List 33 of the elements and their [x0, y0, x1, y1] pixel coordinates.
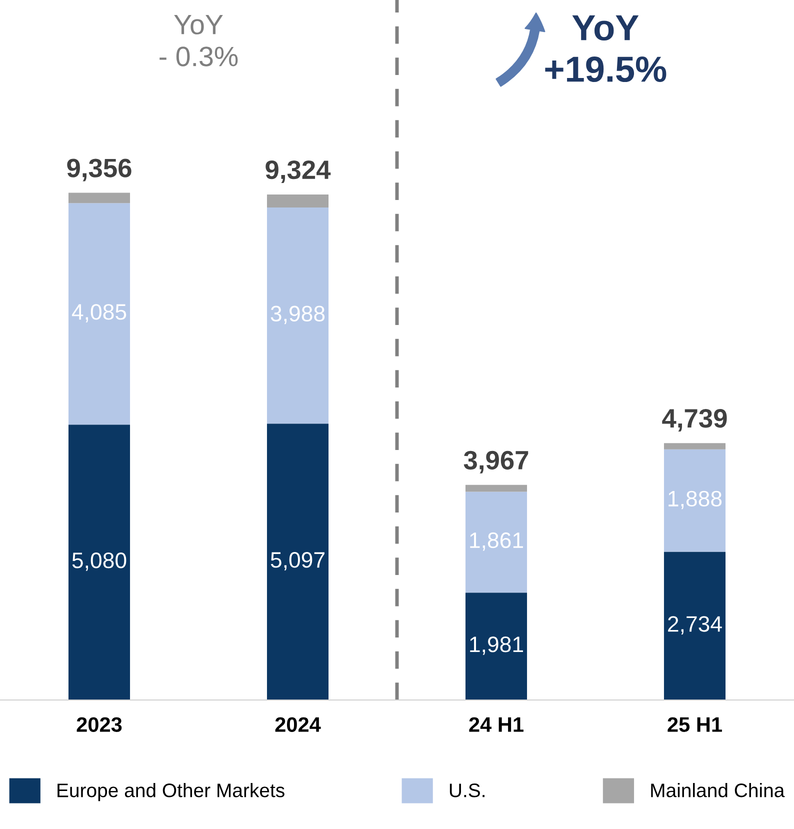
- bar: [465, 484, 528, 492]
- x-tick-label: 24 H1: [469, 717, 524, 732]
- x-tick-label: 2024: [275, 717, 321, 732]
- x-tick-label: 25 H1: [668, 717, 722, 732]
- data-label: 2,734: [668, 616, 722, 634]
- legend-label: U.S.: [450, 784, 484, 798]
- bar: [664, 552, 726, 700]
- data-label: 1,888: [668, 490, 722, 510]
- bar: [465, 592, 528, 700]
- bar: [266, 207, 329, 424]
- bar: [664, 443, 726, 450]
- x-tick-label: 2023: [76, 717, 122, 732]
- bar: [465, 492, 528, 593]
- total-label: 9,324: [266, 160, 331, 183]
- bar: [68, 192, 130, 204]
- bar: [68, 203, 130, 425]
- text: YoY - 0.3%: [160, 15, 238, 66]
- total-label: 9,356: [67, 158, 132, 182]
- data-label: 1,861: [470, 532, 523, 551]
- bar: [266, 424, 329, 700]
- text: YoY +19.5%: [545, 15, 666, 82]
- bar: [266, 194, 329, 208]
- data-label: 3,988: [270, 306, 325, 324]
- data-label: 4,085: [72, 304, 126, 322]
- legend-label: Europe and Other Markets: [58, 782, 284, 802]
- total-label: 3,967: [464, 450, 528, 474]
- total-label: 4,739: [662, 409, 727, 432]
- data-label: 1,981: [470, 636, 523, 655]
- data-label: 5,080: [72, 552, 126, 571]
- legend-label: Mainland China: [651, 782, 785, 798]
- bar: [68, 424, 130, 700]
- data-label: 5,097: [270, 552, 324, 570]
- bar: [664, 449, 726, 552]
